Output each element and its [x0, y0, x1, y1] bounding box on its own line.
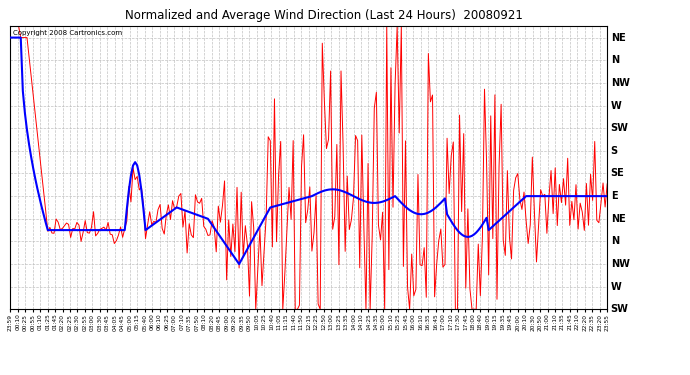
Text: N: N	[611, 236, 619, 246]
Text: W: W	[611, 282, 622, 292]
Text: S: S	[611, 146, 618, 156]
Text: NW: NW	[611, 78, 629, 88]
Text: SW: SW	[611, 123, 629, 133]
Text: NE: NE	[611, 214, 625, 224]
Text: E: E	[611, 191, 618, 201]
Text: W: W	[611, 100, 622, 111]
Text: Normalized and Average Wind Direction (Last 24 Hours)  20080921: Normalized and Average Wind Direction (L…	[126, 9, 523, 22]
Text: SW: SW	[611, 304, 629, 314]
Text: NW: NW	[611, 259, 629, 269]
Text: N: N	[611, 55, 619, 65]
Text: SE: SE	[611, 168, 624, 178]
Text: Copyright 2008 Cartronics.com: Copyright 2008 Cartronics.com	[13, 30, 122, 36]
Text: NE: NE	[611, 33, 625, 43]
